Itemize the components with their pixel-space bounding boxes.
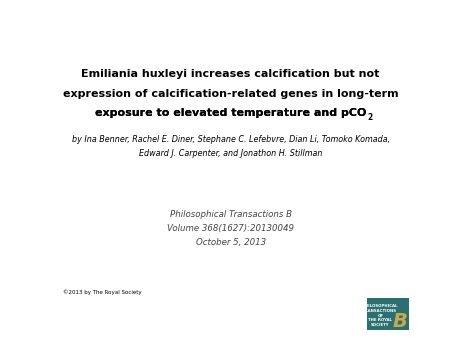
Text: B: B xyxy=(393,312,408,331)
Text: OF: OF xyxy=(378,314,383,318)
Text: THE ROYAL: THE ROYAL xyxy=(369,318,392,323)
Text: Emiliania huxleyi increases calcification but not: Emiliania huxleyi increases calcificatio… xyxy=(81,69,380,79)
Text: expression of calcification-related genes in long-term: expression of calcification-related gene… xyxy=(63,89,398,99)
Text: SOCIETY: SOCIETY xyxy=(371,323,390,327)
Text: TRANSACTIONS: TRANSACTIONS xyxy=(364,309,397,313)
Text: October 5, 2013: October 5, 2013 xyxy=(196,238,266,247)
Text: exposure to elevated temperature and pCO: exposure to elevated temperature and pCO xyxy=(95,108,366,118)
Text: Philosophical Transactions B: Philosophical Transactions B xyxy=(170,210,292,219)
Text: PHILOSOPHICAL: PHILOSOPHICAL xyxy=(363,304,398,308)
Text: exposure to elevated temperature and pCO: exposure to elevated temperature and pCO xyxy=(95,108,366,118)
Text: Edward J. Carpenter, and Jonathon H. Stillman: Edward J. Carpenter, and Jonathon H. Sti… xyxy=(139,149,322,158)
FancyBboxPatch shape xyxy=(367,298,410,330)
Text: 2: 2 xyxy=(367,113,373,122)
Text: ©2013 by The Royal Society: ©2013 by The Royal Society xyxy=(63,289,142,295)
Text: by Ina Benner, Rachel E. Diner, Stephane C. Lefebvre, Dian Li, Tomoko Komada,: by Ina Benner, Rachel E. Diner, Stephane… xyxy=(72,135,390,144)
Text: Volume 368(1627):20130049: Volume 368(1627):20130049 xyxy=(167,224,294,233)
